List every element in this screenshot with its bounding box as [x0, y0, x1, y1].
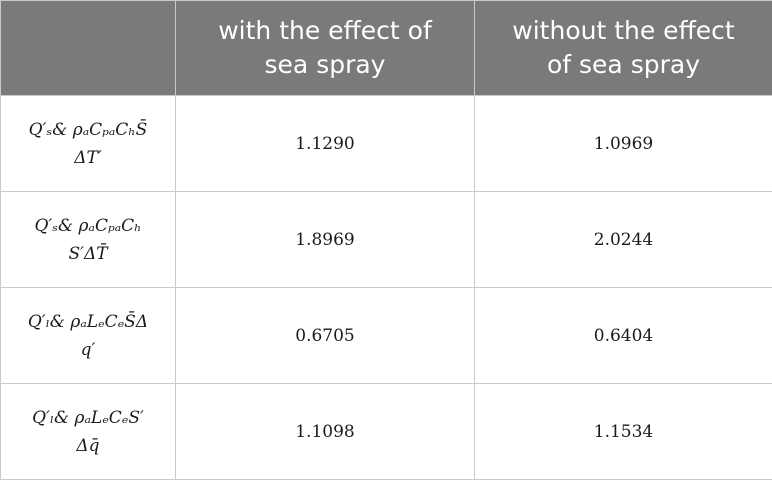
table-row: Q′ₛ& ρₐCₚₐCₕS̄ ΔT′ 1.1290 1.0969 — [1, 96, 772, 192]
table-row: Q′ₛ& ρₐCₚₐCₕ S′ΔT̄ 1.8969 2.0244 — [1, 192, 772, 288]
label-line-1: Q′ₗ& ρₐLₑCₑS′ — [1, 404, 175, 432]
header-without-spray: without the effect of sea spray — [475, 1, 772, 96]
label-line-1: Q′ₗ& ρₐLₑCₑS̄Δ — [1, 308, 175, 336]
value-without-spray: 2.0244 — [475, 192, 772, 288]
header-with-spray: with the effect of sea spray — [176, 1, 475, 96]
row-label: Q′ₛ& ρₐCₚₐCₕ S′ΔT̄ — [1, 192, 176, 288]
table-row: Q′ₗ& ρₐLₑCₑS′ Δq̄ 1.1098 1.1534 — [1, 384, 772, 480]
row-label: Q′ₗ& ρₐLₑCₑS′ Δq̄ — [1, 384, 176, 480]
value-without-spray: 0.6404 — [475, 288, 772, 384]
label-line-1: Q′ₛ& ρₐCₚₐCₕS̄ — [1, 116, 175, 144]
header-blank — [1, 1, 176, 96]
label-line-2: q′ — [1, 336, 175, 364]
value-with-spray: 0.6705 — [176, 288, 475, 384]
label-line-2: S′ΔT̄ — [1, 240, 175, 268]
row-label: Q′ₗ& ρₐLₑCₑS̄Δ q′ — [1, 288, 176, 384]
header-row: with the effect of sea spray without the… — [1, 1, 772, 96]
value-without-spray: 1.0969 — [475, 96, 772, 192]
label-line-2: Δq̄ — [1, 432, 175, 460]
value-with-spray: 1.1098 — [176, 384, 475, 480]
value-with-spray: 1.1290 — [176, 96, 475, 192]
label-line-2: ΔT′ — [1, 144, 175, 172]
value-without-spray: 1.1534 — [475, 384, 772, 480]
row-label: Q′ₛ& ρₐCₚₐCₕS̄ ΔT′ — [1, 96, 176, 192]
value-with-spray: 1.8969 — [176, 192, 475, 288]
table-row: Q′ₗ& ρₐLₑCₑS̄Δ q′ 0.6705 0.6404 — [1, 288, 772, 384]
label-line-1: Q′ₛ& ρₐCₚₐCₕ — [1, 212, 175, 240]
